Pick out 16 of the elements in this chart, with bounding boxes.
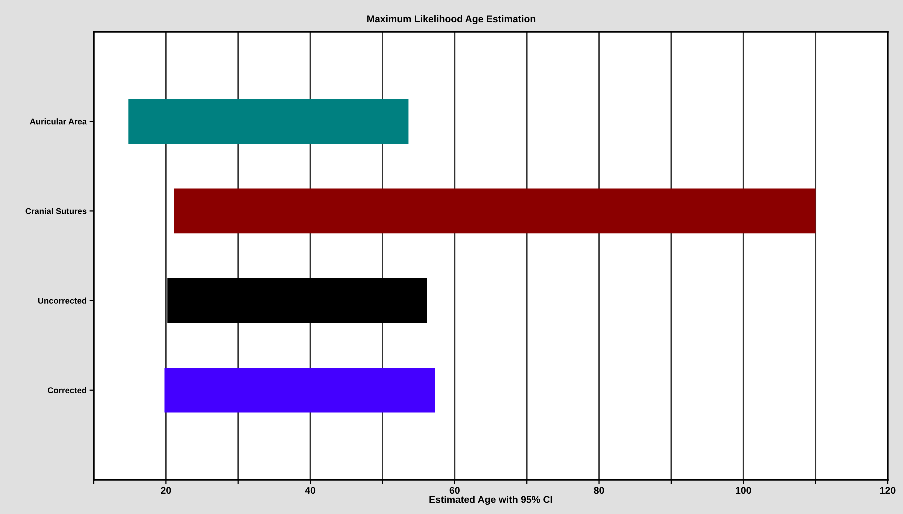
x-tick-label: 120 <box>880 487 896 494</box>
bar <box>164 368 436 413</box>
x-tick-label: 100 <box>736 487 752 494</box>
bar <box>168 278 428 324</box>
x-tick-label: 80 <box>594 487 604 494</box>
bar <box>128 99 409 144</box>
x-tick-label: 60 <box>450 487 460 494</box>
chart-title: Maximum Likelihood Age Estimation <box>368 15 536 25</box>
y-tick-label: Auricular Area <box>30 118 88 125</box>
bar <box>174 188 816 234</box>
x-axis-title: Estimated Age with 95% CI <box>430 496 552 506</box>
y-tick-label: Corrected <box>48 387 87 394</box>
y-tick-label: Cranial Sutures <box>26 208 87 214</box>
x-tick-label: 20 <box>161 487 172 494</box>
y-tick-label: Uncorrected <box>38 298 87 304</box>
x-tick-label: 40 <box>305 487 316 494</box>
